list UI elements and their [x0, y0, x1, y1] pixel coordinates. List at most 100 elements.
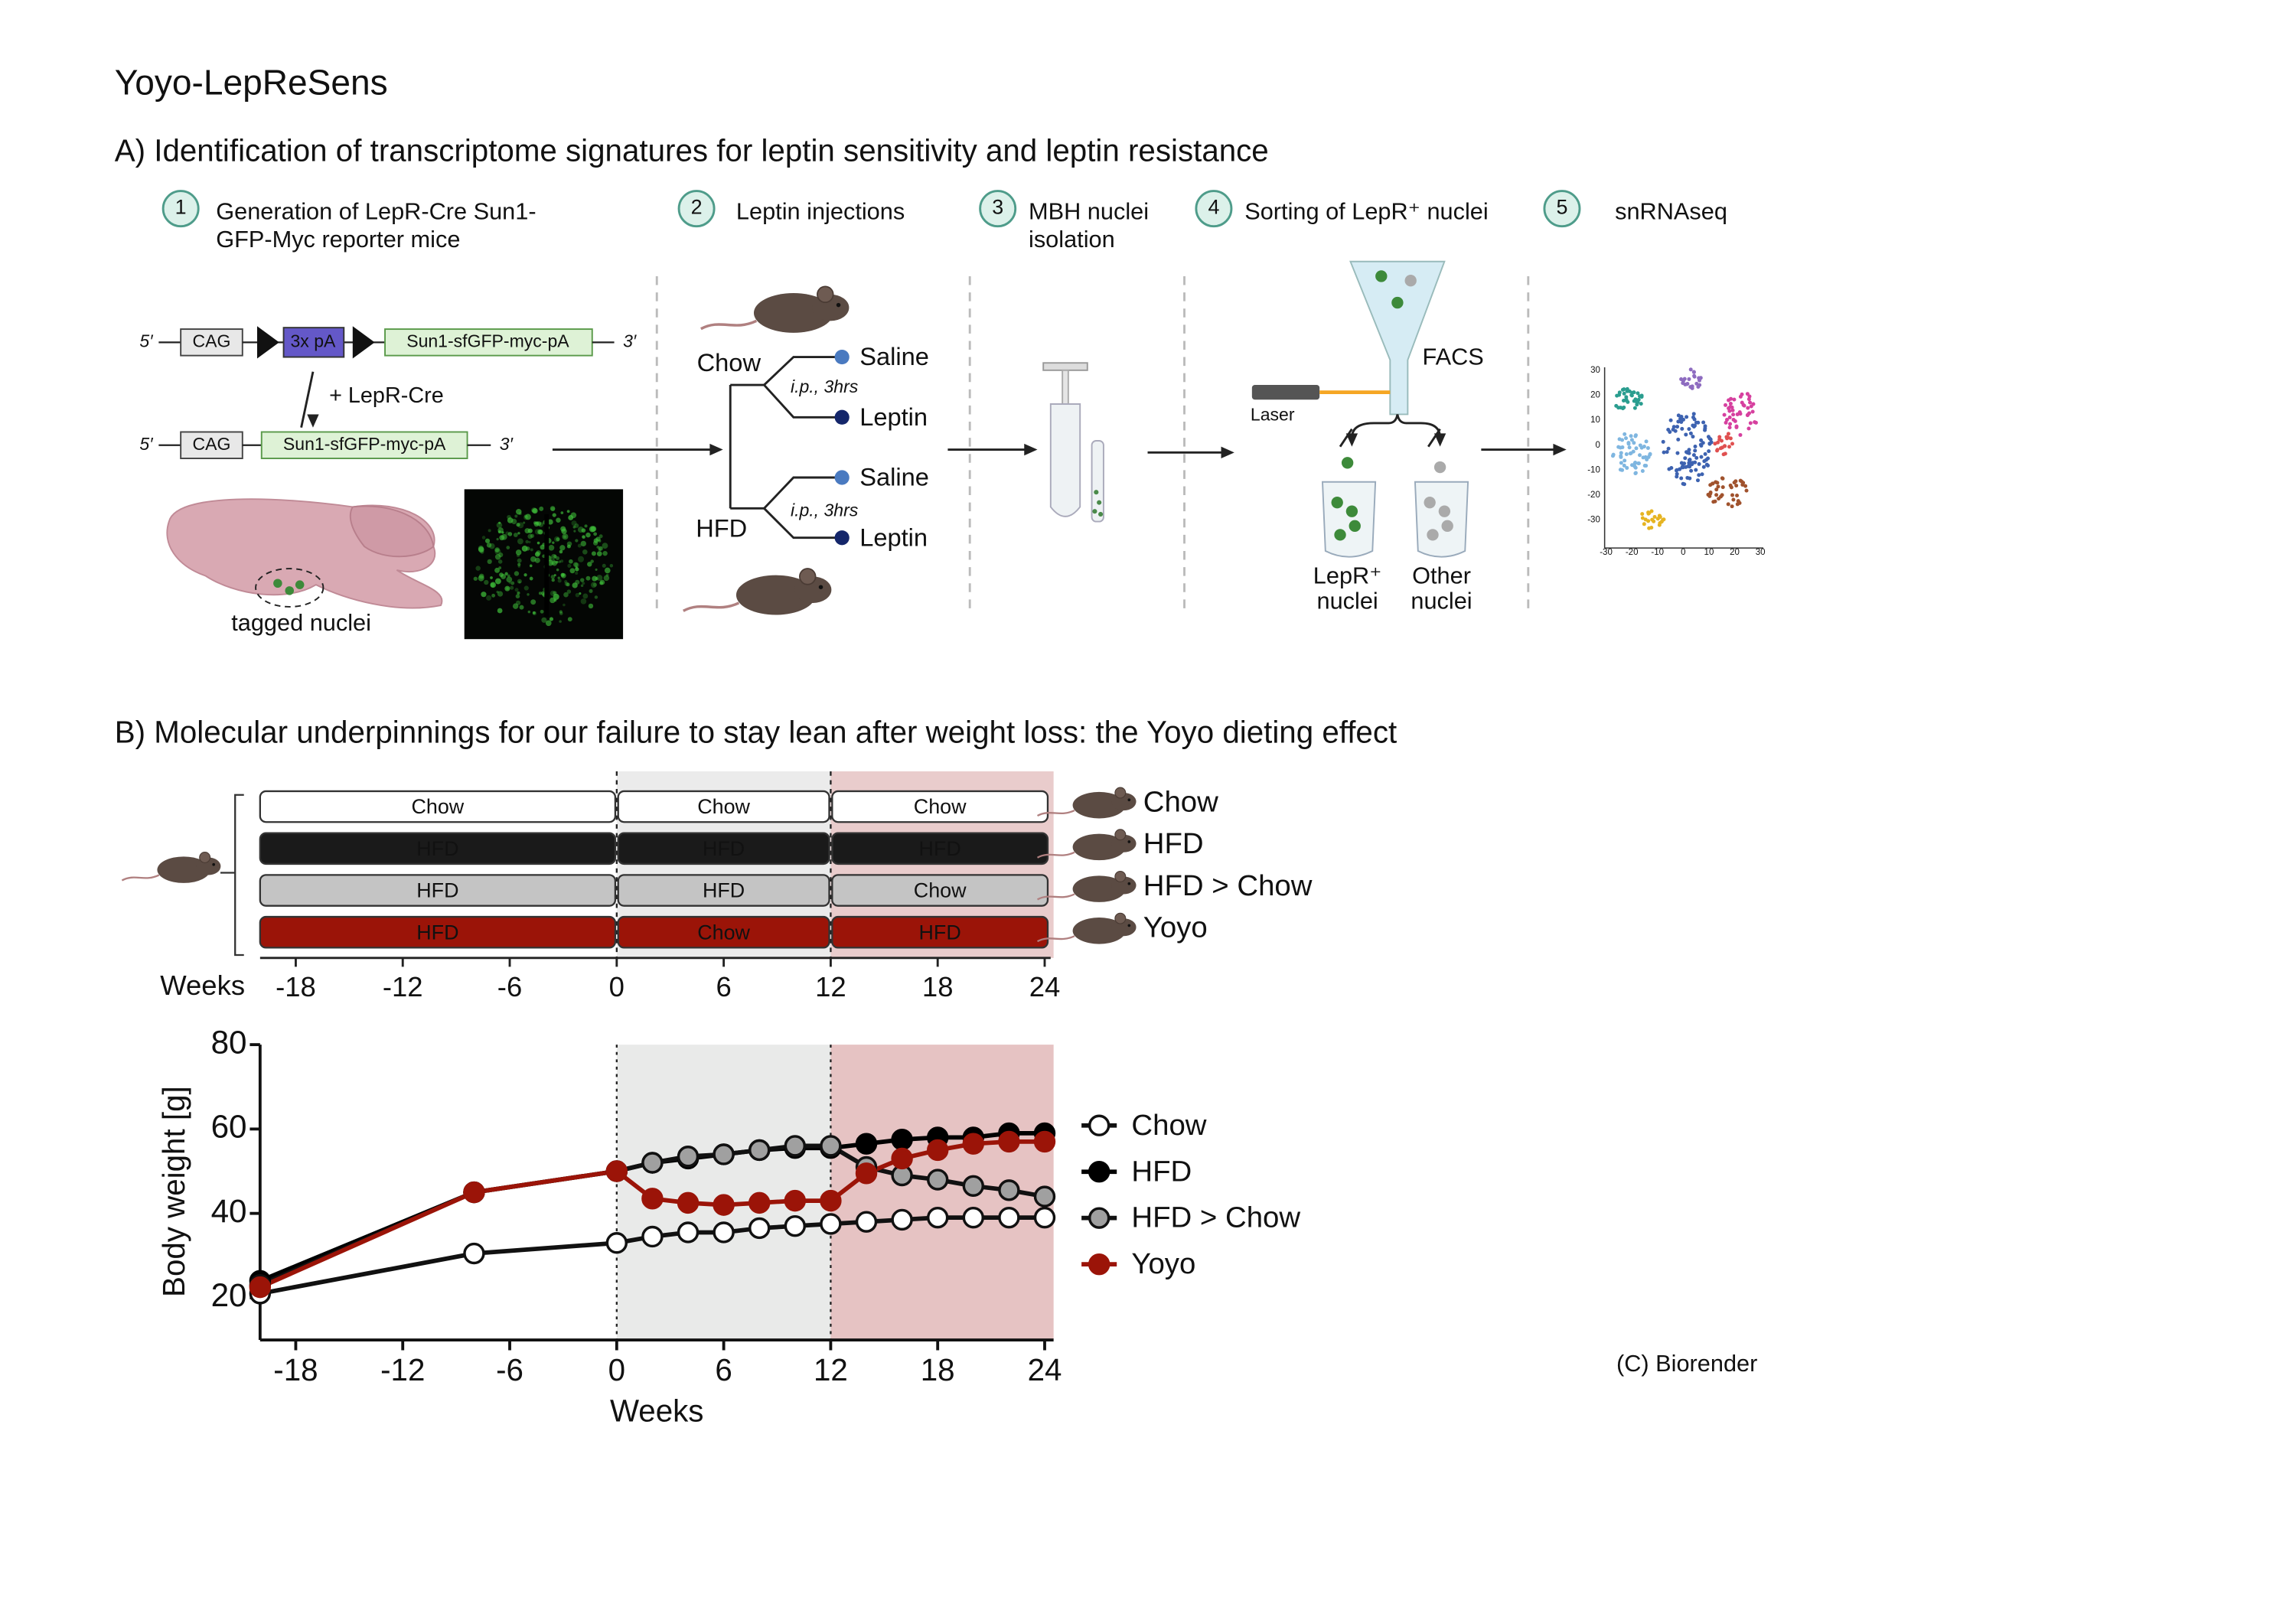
umap-cell	[1687, 461, 1691, 465]
gfp-signal	[532, 507, 538, 514]
umap-cell	[1700, 472, 1704, 477]
gfp-signal	[514, 514, 518, 518]
data-point	[784, 1214, 807, 1237]
gfp-signal	[504, 585, 510, 592]
gfp-signal	[557, 576, 560, 579]
x-tick-label: 24	[1028, 1352, 1062, 1387]
y-tick-label: 40	[211, 1193, 247, 1229]
gfp-signal	[513, 533, 518, 537]
timeline-week: 0	[609, 971, 625, 1002]
gfp-signal	[523, 515, 529, 520]
facs-funnel	[1349, 260, 1446, 416]
gfp-signal	[494, 548, 499, 553]
umap-cell	[1636, 461, 1641, 466]
umap-cell	[1633, 471, 1638, 475]
gfp-signal	[486, 595, 492, 601]
umap-cell	[1629, 451, 1633, 455]
umap-cell	[1692, 417, 1697, 422]
diet-segment	[259, 874, 617, 907]
gfp-signal	[510, 581, 515, 585]
umap-tick: -30	[1600, 548, 1613, 557]
data-point	[998, 1130, 1020, 1153]
diet-label: HFD	[416, 837, 458, 860]
gfp-signal	[553, 593, 559, 600]
umap-cell	[1638, 453, 1642, 458]
gfp-signal	[557, 579, 562, 583]
umap-cell	[1746, 412, 1750, 417]
umap-cell	[1725, 436, 1730, 441]
umap-cell	[1745, 392, 1750, 396]
gfp-signal	[547, 519, 553, 525]
umap-cell	[1721, 452, 1726, 457]
umap-cell	[1691, 370, 1696, 374]
data-point	[891, 1208, 913, 1231]
tagged-nucleus	[285, 586, 294, 595]
umap-cell	[1707, 442, 1712, 446]
umap-cell	[1610, 454, 1615, 458]
gfp-signal	[490, 576, 493, 579]
gfp-signal	[521, 545, 528, 552]
umap-cell	[1676, 419, 1681, 424]
umap-cell	[1701, 420, 1706, 425]
gene-box	[384, 328, 593, 357]
cerebellum	[349, 505, 435, 558]
umap-cell	[1688, 476, 1692, 481]
label: Other	[1412, 562, 1471, 589]
umap-cell	[1713, 499, 1717, 504]
umap-cell	[1691, 423, 1695, 428]
loxp	[257, 326, 279, 359]
umap-cell	[1688, 464, 1692, 469]
gfp-signal	[559, 611, 563, 615]
umap-cell	[1632, 406, 1637, 410]
umap-cell	[1691, 412, 1696, 416]
arrow-line	[1339, 428, 1353, 448]
label: 5′	[139, 331, 153, 350]
gfp-signal	[599, 581, 604, 585]
gfp-signal	[603, 575, 610, 582]
umap-cell	[1717, 497, 1721, 501]
label: 3x pA	[291, 331, 337, 350]
gfp-signal	[531, 507, 537, 513]
gfp-signal	[556, 537, 560, 542]
data-point	[926, 1206, 949, 1229]
diet-label: Chow	[914, 795, 967, 818]
gfp-signal	[562, 533, 569, 540]
gfp-signal	[538, 529, 543, 535]
step-label: isolation	[1029, 226, 1115, 253]
step-label: Sorting of LepR⁺ nuclei	[1244, 198, 1488, 225]
gfp-signal	[560, 511, 564, 514]
x-tick-label: 0	[608, 1352, 625, 1387]
umap-cell	[1740, 392, 1744, 396]
timeline-week: 24	[1029, 971, 1061, 1002]
gfp-signal	[525, 539, 529, 544]
umap-cell	[1624, 451, 1629, 456]
y-tick-label: 20	[211, 1277, 247, 1313]
gfp-signal	[571, 520, 577, 526]
umap-cell	[1636, 391, 1640, 396]
gfp-signal	[487, 559, 492, 565]
gfp-signal	[517, 532, 520, 535]
tagged-nucleus	[273, 579, 282, 588]
umap-cell	[1675, 425, 1680, 429]
data-point	[748, 1191, 771, 1214]
gfp-signal	[516, 508, 522, 515]
umap-cell	[1730, 493, 1735, 497]
umap-cell	[1714, 487, 1719, 492]
umap-cell	[1728, 422, 1733, 426]
gfp-signal	[523, 573, 527, 577]
diet-segment	[831, 832, 1049, 865]
gfp-signal	[504, 572, 508, 576]
data-point	[641, 1188, 664, 1210]
umap-cell	[1646, 510, 1651, 515]
gfp-signal	[490, 582, 496, 588]
gfp-signal	[551, 578, 555, 582]
umap-cell	[1727, 415, 1732, 419]
step-label: MBH nuclei	[1029, 198, 1149, 225]
diet-label: HFD	[416, 879, 458, 902]
gfp-signal	[563, 603, 566, 607]
umap-cell	[1720, 476, 1725, 481]
umap-cell	[1642, 445, 1646, 449]
mouse-eye	[212, 862, 216, 866]
step-label: GFP-Myc reporter mice	[216, 226, 460, 253]
